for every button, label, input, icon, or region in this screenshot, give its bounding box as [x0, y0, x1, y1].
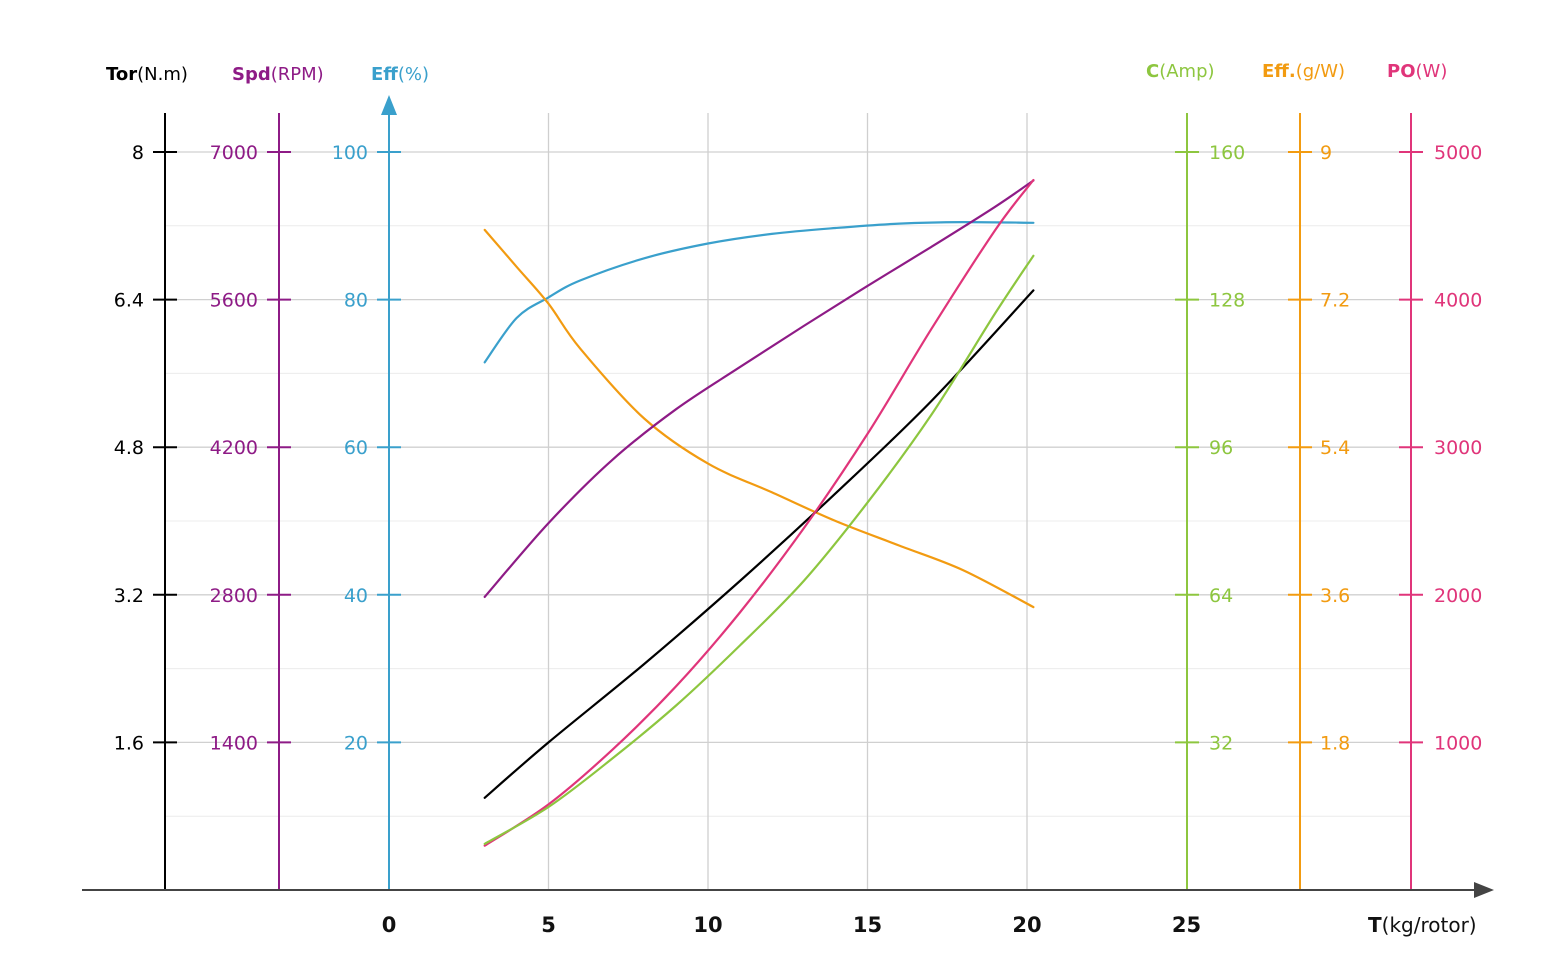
tick-label-tor: 3.2: [114, 585, 144, 607]
axis-header-unit-effg: (g/W): [1296, 61, 1345, 82]
series-line-po: [483, 178, 1035, 847]
tick-label-c: 32: [1209, 732, 1233, 754]
series-line-c: [483, 254, 1035, 845]
x-tick-label: 5: [541, 913, 556, 937]
axis-header-unit-po: (W): [1416, 61, 1448, 82]
axis-header-bold-po: PO: [1387, 61, 1416, 82]
axis-header-effg: Eff.(g/W): [1262, 61, 1345, 82]
axis-headers: Tor(N.m) Spd(RPM) Eff(%) C(Amp) Eff.(g/W) PO(…: [106, 61, 1447, 85]
tick-label-eff: 20: [344, 732, 368, 754]
axis-header-bold-spd: Spd: [232, 64, 271, 85]
axis-header-c: C(Amp): [1146, 61, 1215, 82]
tick-label-c: 96: [1209, 437, 1233, 459]
tick-label-spd: 5600: [210, 290, 258, 312]
tick-label-tor: 4.8: [114, 437, 144, 459]
tick-label-effg: 1.8: [1320, 732, 1350, 754]
x-tick-label: 25: [1172, 913, 1201, 937]
x-axis-arrow-icon: [1474, 882, 1494, 898]
axis-header-po: PO(W): [1387, 61, 1447, 82]
x-tick-label: 0: [382, 913, 397, 937]
grid: [165, 113, 1411, 890]
x-axis-title: T(kg/rotor): [1368, 913, 1477, 937]
tick-label-eff: 80: [344, 290, 368, 312]
tick-label-effg: 3.6: [1320, 585, 1350, 607]
tick-label-eff: 60: [344, 437, 368, 459]
tick-label-po: 4000: [1434, 290, 1482, 312]
axis-header-unit-tor: (N.m): [137, 64, 188, 85]
eff-axis-arrow-icon: [381, 95, 397, 115]
series-line-eff: [483, 220, 1035, 364]
axis-header-unit-spd: (RPM): [271, 64, 324, 85]
tick-label-tor: 8: [132, 142, 144, 164]
tick-label-spd: 4200: [210, 437, 258, 459]
axis-header-bold-eff: Eff: [371, 64, 398, 85]
x-axis: 0 5 10 15 20 25 T(kg/rotor): [82, 882, 1494, 937]
axis-header-unit-c: (Amp): [1159, 61, 1214, 82]
tick-label-tor: 6.4: [114, 290, 144, 312]
tick-label-c: 160: [1209, 142, 1245, 164]
tick-label-effg: 5.4: [1320, 437, 1350, 459]
series-line-spd: [483, 179, 1035, 598]
series-lines: [483, 178, 1035, 847]
tick-label-po: 1000: [1434, 732, 1482, 754]
axis-header-unit-eff: (%): [398, 64, 429, 85]
tick-label-spd: 2800: [210, 585, 258, 607]
tick-label-spd: 7000: [210, 142, 258, 164]
tick-label-po: 3000: [1434, 437, 1482, 459]
tick-label-effg: 7.2: [1320, 290, 1350, 312]
tick-label-eff: 40: [344, 585, 368, 607]
axis-header-tor: Tor(N.m): [106, 64, 188, 85]
x-tick-label: 10: [693, 913, 722, 937]
tick-label-spd: 1400: [210, 732, 258, 754]
tick-label-effg: 9: [1320, 142, 1332, 164]
tick-label-tor: 1.6: [114, 732, 144, 754]
x-tick-label: 15: [853, 913, 882, 937]
axis-header-eff: Eff(%): [371, 64, 429, 85]
axis-header-bold-effg: Eff.: [1262, 61, 1296, 82]
axes: 1.6 3.2 4.8 6.4 8 1400 2800 4200 5600 7000 20 40 60 8…: [114, 95, 1482, 890]
axis-header-bold-c: C: [1146, 61, 1159, 82]
series-line-tor: [483, 289, 1035, 799]
tick-label-c: 128: [1209, 290, 1245, 312]
x-axis-title-unit: (kg/rotor): [1382, 913, 1477, 937]
x-axis-title-bold: T: [1368, 913, 1382, 937]
axis-header-bold-tor: Tor: [106, 64, 137, 85]
axis-header-spd: Spd(RPM): [232, 64, 324, 85]
tick-label-c: 64: [1209, 585, 1233, 607]
tick-label-eff: 100: [332, 142, 368, 164]
tick-label-po: 2000: [1434, 585, 1482, 607]
tick-label-po: 5000: [1434, 142, 1482, 164]
x-tick-label: 20: [1012, 913, 1041, 937]
series-line-effg: [483, 228, 1035, 609]
